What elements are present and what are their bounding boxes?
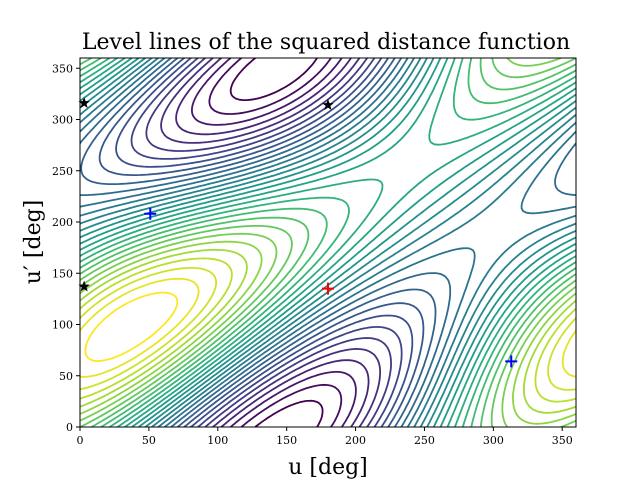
- contour-level-line: [229, 58, 324, 427]
- plot-frame: [79, 57, 577, 428]
- blue-plus-marker: [505, 355, 518, 368]
- x-tick-label: 100: [207, 434, 228, 447]
- x-tick-label: 200: [345, 434, 366, 447]
- blue-plus-marker: [144, 207, 157, 220]
- y-tick-label: 50: [59, 370, 73, 383]
- contour-level-line: [80, 58, 576, 427]
- contour-level-line: [84, 291, 179, 362]
- y-tick-label: 150: [52, 267, 73, 280]
- y-tick-label: 0: [66, 421, 73, 434]
- markers: [78, 97, 518, 368]
- contour-level-line: [145, 58, 392, 427]
- contour-level-line: [80, 58, 576, 427]
- contour-level-line: [80, 257, 576, 403]
- red-plus-marker: [322, 282, 334, 295]
- y-tick-label: 100: [52, 319, 73, 332]
- contour-level-line: [80, 58, 576, 427]
- x-tick-label: 300: [483, 434, 504, 447]
- contour-level-line: [115, 58, 414, 427]
- contour-lines: [80, 58, 576, 427]
- x-tick-label: 350: [552, 434, 573, 447]
- contour-level-line: [208, 58, 343, 427]
- y-axis-label: u′ [deg]: [21, 200, 46, 285]
- contour-level-line: [80, 58, 576, 427]
- contour-level-line: [80, 58, 576, 427]
- x-tick-label: 150: [276, 434, 297, 447]
- y-tick-label: 300: [52, 114, 73, 127]
- contour-level-line: [160, 58, 381, 427]
- black-star-marker: [78, 280, 90, 292]
- black-star-marker: [322, 99, 334, 110]
- contour-level-line: [191, 58, 357, 427]
- y-tick-label: 350: [52, 62, 73, 75]
- y-tick-label: 200: [52, 216, 73, 229]
- contour-level-line: [80, 248, 576, 414]
- chart-title: Level lines of the squared distance func…: [82, 30, 570, 55]
- x-tick-label: 0: [77, 434, 84, 447]
- contour-level-line: [80, 58, 437, 427]
- y-axis-ticks: 0 50 100 150 200 250 300 350: [52, 62, 80, 434]
- contour-level-line: [98, 58, 425, 427]
- x-tick-label: 250: [414, 434, 435, 447]
- x-axis-label: u [deg]: [288, 455, 368, 480]
- contour-level-line: [80, 240, 576, 425]
- y-tick-label: 250: [52, 165, 73, 178]
- black-star-marker: [78, 97, 90, 108]
- contour-level-line: [130, 58, 403, 427]
- contour-level-line: [80, 58, 576, 427]
- x-tick-label: 50: [142, 434, 156, 447]
- contour-level-line: [80, 58, 576, 427]
- x-axis-ticks: 0 50 100 150 200 250 300 350: [77, 427, 573, 447]
